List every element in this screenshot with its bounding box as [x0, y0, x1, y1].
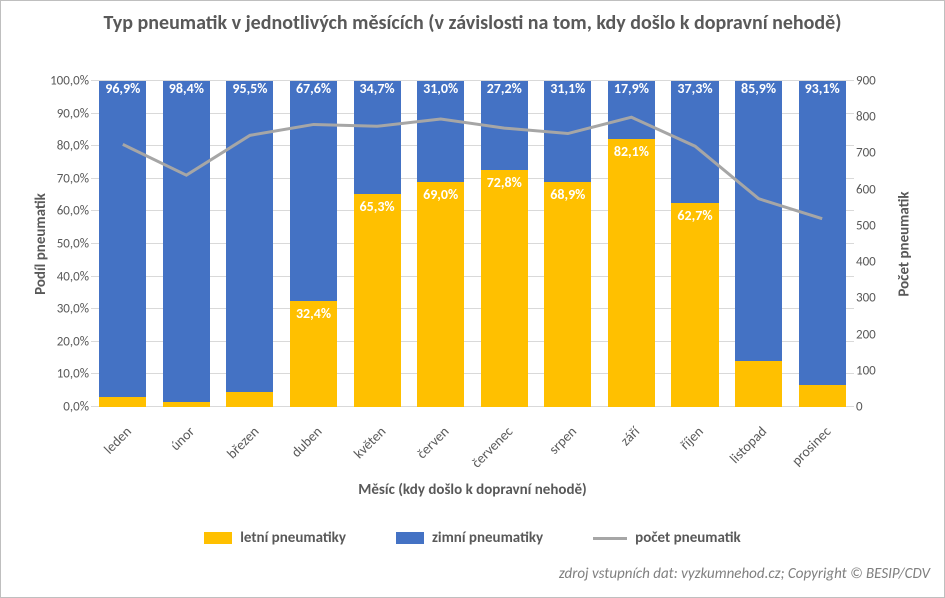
x-category: říjen [663, 411, 727, 481]
x-category: červen [409, 411, 473, 481]
legend-item-summer: letní pneumatiky [204, 529, 346, 547]
y-axis-right-label: Počet pneumatik [895, 191, 913, 296]
y-right-tick: 500 [856, 218, 916, 233]
x-category: srpen [536, 411, 600, 481]
x-category: květen [345, 411, 409, 481]
x-category: listopad [727, 411, 791, 481]
y-right-tick: 600 [856, 182, 916, 197]
x-category: prosinec [790, 411, 854, 481]
x-category-label: červenec [468, 423, 516, 471]
y-left-tick: 40,0% [29, 269, 89, 284]
y-axis-right: Počet pneumatik 010020030040050060070080… [856, 81, 916, 407]
y-right-tick: 800 [856, 110, 916, 125]
x-category-label: duben [288, 423, 326, 461]
y-right-tick: 0 [856, 400, 916, 415]
chart-title: Typ pneumatik v jednotlivých měsících (v… [1, 1, 944, 41]
x-axis-categories: leden únor březen duben květen červen červenec… [91, 411, 854, 481]
y-left-tick: 80,0% [29, 139, 89, 154]
x-category-label: leden [100, 423, 135, 458]
y-left-tick: 20,0% [29, 334, 89, 349]
x-category-label: únor [167, 423, 198, 454]
legend-item-winter: zimní pneumatiky [396, 529, 543, 547]
x-category: duben [282, 411, 346, 481]
y-right-tick: 300 [856, 291, 916, 306]
y-left-tick: 50,0% [29, 237, 89, 252]
y-axis-left: Podíl pneumatik 0,0%10,0%20,0%30,0%40,0%… [29, 81, 89, 407]
x-category-label: květen [350, 423, 389, 462]
x-category-label: červen [414, 423, 453, 462]
x-category: březen [218, 411, 282, 481]
legend: letní pneumatiky zimní pneumatiky počet pn… [1, 529, 944, 547]
y-left-tick: 60,0% [29, 204, 89, 219]
legend-swatch [204, 532, 232, 544]
source-text: zdroj vstupních dat: vyzkumnehod.cz; Cop… [559, 565, 930, 583]
x-category-label: srpen [545, 423, 580, 458]
legend-label: letní pneumatiky [240, 529, 346, 547]
legend-swatch [396, 532, 424, 544]
legend-item-count: počet pneumatik [593, 529, 741, 547]
legend-label: počet pneumatik [635, 529, 741, 547]
y-right-tick: 200 [856, 327, 916, 342]
y-right-tick: 400 [856, 255, 916, 270]
x-category-label: listopad [727, 423, 771, 467]
x-category: září [600, 411, 664, 481]
line-series [91, 81, 854, 407]
x-category: únor [155, 411, 219, 481]
chart-container: Typ pneumatik v jednotlivých měsících (v… [0, 0, 945, 598]
x-category: leden [91, 411, 155, 481]
x-axis-label: Měsíc (kdy došlo k dopravní nehodě) [1, 481, 944, 499]
plot-area: 3,1%96,9%1,6%98,4%4,5%95,5%32,4%67,6%65,… [91, 81, 854, 407]
y-left-tick: 90,0% [29, 106, 89, 121]
y-right-tick: 900 [856, 74, 916, 89]
line-path [123, 117, 822, 218]
y-left-tick: 30,0% [29, 302, 89, 317]
x-category: červenec [472, 411, 536, 481]
y-left-tick: 0,0% [29, 400, 89, 415]
x-category-label: prosinec [788, 423, 834, 469]
y-right-tick: 700 [856, 146, 916, 161]
y-left-tick: 10,0% [29, 367, 89, 382]
x-category-label: říjen [677, 423, 707, 453]
y-left-tick: 100,0% [29, 74, 89, 89]
legend-swatch-line [593, 537, 627, 540]
y-right-tick: 100 [856, 363, 916, 378]
y-left-tick: 70,0% [29, 171, 89, 186]
legend-label: zimní pneumatiky [432, 529, 543, 547]
x-category-label: září [617, 423, 643, 449]
x-category-label: březen [223, 423, 262, 462]
